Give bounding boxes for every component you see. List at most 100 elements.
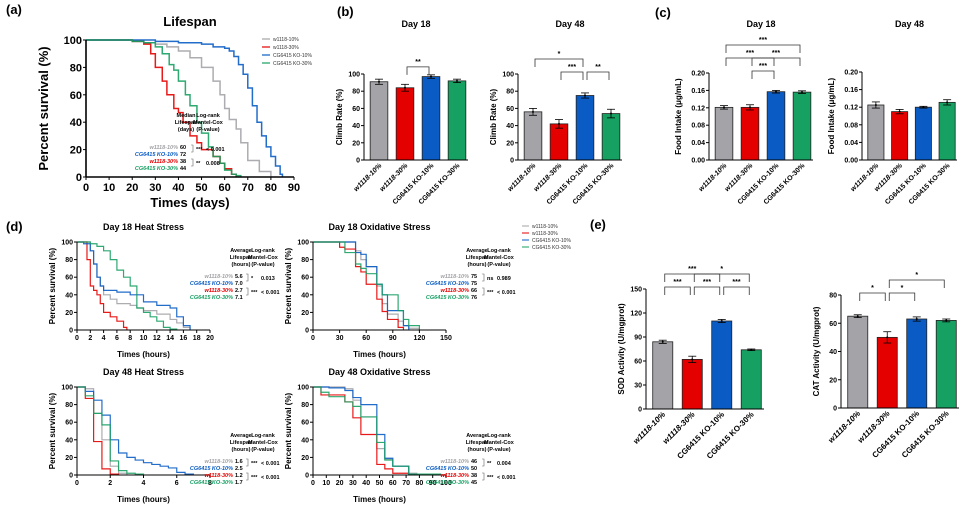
significance-bracket — [560, 71, 584, 80]
table-value: 7.0 — [235, 281, 243, 287]
y-tick-label: 20 — [70, 145, 82, 157]
significance-label: *** — [772, 50, 780, 57]
y-tick-label: 150 — [630, 287, 642, 294]
table-header: (hours) — [468, 262, 487, 268]
significance-bracket — [725, 44, 801, 53]
comparison-bracket — [246, 273, 249, 282]
x-tick-label: 10 — [103, 182, 115, 194]
x-axis-label: Times (hours) — [117, 350, 170, 359]
y-tick-label: 0.16 — [691, 88, 705, 95]
x-tick-label: 40 — [362, 480, 370, 487]
x-tick-label: 4 — [102, 335, 106, 342]
y-tick-label: 100 — [61, 240, 73, 247]
series-line — [313, 386, 418, 475]
chart-ox-day18: Day 18 Oxidative Stress 0 20 40 60 80 100 Perce… — [284, 222, 516, 359]
x-axis-label: Times (hours) — [353, 495, 406, 504]
y-tick-label: 0 — [69, 328, 73, 335]
series-line — [313, 386, 418, 475]
significance-label: * — [558, 51, 561, 58]
table-header: Log-rank — [251, 248, 275, 254]
x-tick-label: 80 — [416, 480, 424, 487]
y-axis-label: Percent survival (%) — [284, 392, 293, 469]
bar — [906, 318, 928, 409]
bar — [938, 101, 956, 161]
comparison-sig: ** — [487, 461, 492, 467]
x-tick-label: 30 — [149, 182, 161, 194]
table-group-label: w1118-30% — [204, 288, 233, 294]
series-line — [77, 386, 145, 475]
y-tick-label: 100 — [297, 385, 309, 392]
comparison-sig: *** — [487, 290, 494, 296]
significance-label: *** — [688, 266, 696, 273]
data-point — [801, 91, 803, 94]
y-tick-label: 80 — [506, 89, 514, 96]
y-tick-label: 60 — [301, 420, 309, 427]
y-tick-label: 0.12 — [844, 105, 858, 112]
table-group-label: CG6415 KO-10% — [426, 281, 469, 287]
table-value: 75 — [471, 274, 477, 280]
table-header: (P-value) — [251, 447, 274, 453]
y-tick-label: 0.04 — [844, 140, 858, 147]
y-tick-label: 0 — [356, 158, 360, 165]
table-header: (hours) — [232, 447, 251, 453]
y-tick-label: 80 — [65, 402, 73, 409]
table-value: 38 — [471, 473, 477, 479]
data-point — [749, 106, 751, 109]
y-tick-label: 0.00 — [844, 158, 858, 165]
table-header: Log-rank — [251, 433, 275, 439]
comparison-p: < 0.001 — [261, 475, 280, 481]
table-group-label: w1118-30% — [440, 288, 469, 294]
table-value: 1.2 — [235, 473, 243, 479]
significance-bracket — [888, 279, 945, 288]
bar — [421, 76, 441, 161]
x-tick-label: 4 — [142, 480, 146, 487]
series-line — [77, 241, 128, 330]
panel-label-d: (d) — [6, 219, 23, 234]
x-tick-label: 6 — [175, 480, 179, 487]
comparison-p: < 0.001 — [497, 475, 516, 481]
series-line — [313, 241, 420, 330]
table-group-label: CG6415 KO-30% — [190, 480, 233, 486]
y-axis-label: Percent survival (%) — [36, 46, 51, 170]
series-line — [77, 386, 194, 475]
x-tick-label: 50 — [376, 480, 384, 487]
table-value: 72 — [180, 152, 186, 158]
legend-label: CG6415 KO-10% — [273, 53, 312, 59]
comparison-bracket — [482, 273, 485, 282]
x-tick-label: 90 — [389, 335, 397, 342]
series-line — [313, 386, 410, 475]
y-tick-label: 0 — [305, 473, 309, 480]
y-axis-label: Percent survival (%) — [48, 247, 57, 324]
table-header: Lifespan — [466, 255, 489, 261]
bar — [549, 123, 569, 161]
data-point — [856, 315, 859, 318]
data-point — [874, 104, 877, 106]
bar — [369, 81, 389, 161]
chart-title: Day 48 Oxidative Stress — [328, 367, 430, 377]
table-header: Mantel-Cox — [248, 255, 279, 261]
data-point — [661, 340, 664, 343]
y-tick-label: 0.00 — [691, 158, 705, 165]
y-tick-label: 60 — [506, 106, 514, 113]
y-tick-label: 100 — [502, 72, 514, 79]
bar — [395, 87, 415, 161]
bar — [792, 91, 812, 161]
y-tick-label: 100 — [61, 385, 73, 392]
x-tick-label: 0 — [75, 335, 79, 342]
significance-bracket — [888, 292, 916, 301]
x-axis-label: Times (hours) — [353, 350, 406, 359]
x-tick-label: 20 — [206, 335, 214, 342]
comparison-sig: *** — [487, 475, 494, 481]
significance-label: ** — [595, 64, 601, 71]
significance-label: * — [871, 285, 874, 292]
y-tick-label: 20 — [506, 140, 514, 147]
chart-title: Day 18 — [746, 19, 775, 29]
significance-label: * — [901, 285, 904, 292]
data-point — [720, 320, 723, 322]
table-header: Lifespan — [230, 255, 253, 261]
x-tick-label: 50 — [195, 182, 207, 194]
x-tick-label: 70 — [402, 480, 410, 487]
y-tick-label: 80 — [352, 89, 360, 96]
table-header: Lifespan — [175, 120, 198, 126]
